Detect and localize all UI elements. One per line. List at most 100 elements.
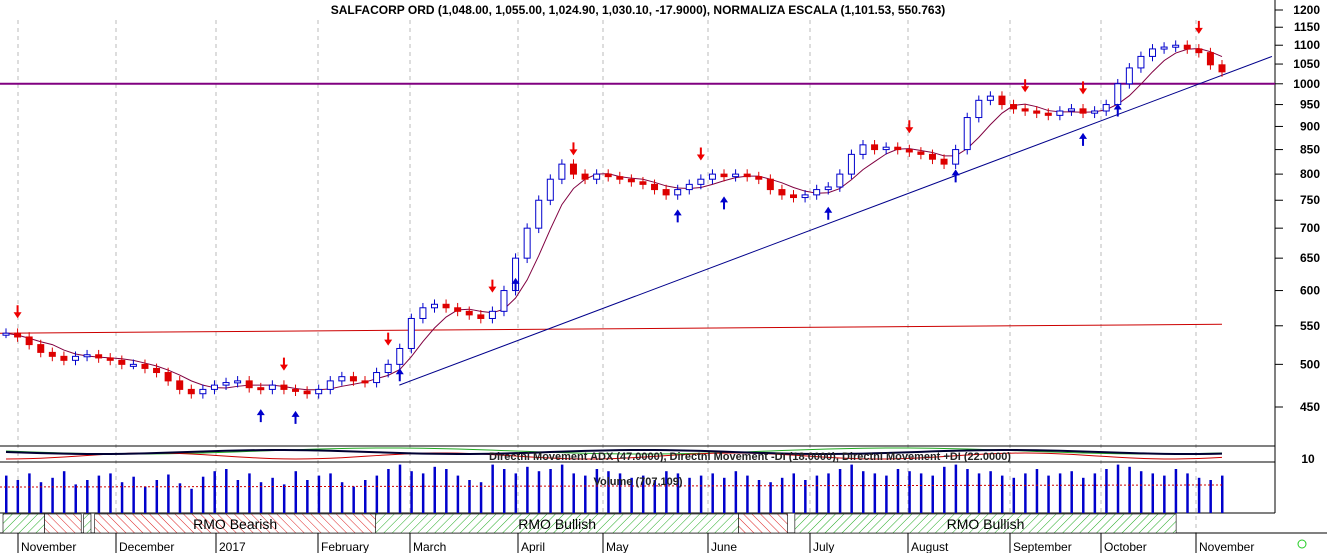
candle-body [743, 173, 751, 178]
month-label: February [321, 540, 369, 553]
candle-body [500, 290, 508, 312]
volume-bar [665, 471, 668, 513]
candle-body [1125, 67, 1133, 85]
volume-bar [5, 475, 8, 513]
candle-body [940, 158, 948, 165]
volume-bar [560, 464, 564, 513]
candle-body [593, 173, 601, 180]
candle-body [847, 153, 855, 175]
volume-bar [306, 480, 309, 513]
volume-bar [1035, 469, 1039, 513]
volume-bar [143, 486, 147, 513]
volume-bar [282, 484, 286, 513]
volume-bar [908, 471, 911, 513]
candle-body [326, 380, 334, 390]
volume-bar [966, 469, 969, 513]
volume-label: Volume (707,109) [593, 476, 682, 488]
candle-body [187, 388, 195, 395]
candle-body [419, 307, 427, 319]
candle-body [708, 173, 716, 180]
candle-body [1044, 112, 1052, 116]
candle-body [720, 173, 728, 178]
candle-body [986, 95, 994, 101]
volume-bar [1082, 477, 1085, 513]
volume-bar [421, 473, 425, 513]
candle-body [83, 354, 91, 358]
candle-body [280, 384, 288, 390]
candle-body [801, 194, 809, 199]
volume-bar [1186, 473, 1189, 513]
rmo-segment [83, 513, 92, 534]
volume-bar [364, 480, 367, 513]
candle-body [222, 382, 230, 386]
buy-arrow-icon [673, 209, 682, 223]
month-label: March [413, 540, 446, 553]
volume-bar [456, 475, 460, 513]
volume-bar [838, 469, 842, 513]
volume-bar [1197, 477, 1201, 513]
candle-body [1114, 83, 1122, 106]
candle-body [1183, 44, 1191, 50]
candle-body [1137, 55, 1145, 69]
candle-body [685, 183, 693, 191]
candle-body [1195, 48, 1203, 54]
candle-body [153, 367, 161, 374]
candle-body [651, 183, 659, 191]
y-tick-label: 950 [1300, 98, 1320, 112]
y-tick-label: 550 [1300, 319, 1320, 333]
volume-bar [653, 480, 657, 513]
volume-bar [1151, 473, 1155, 513]
y-tick-label: 650 [1300, 251, 1320, 265]
volume-bar [827, 473, 830, 513]
candle-body [928, 153, 936, 160]
volume-bar [340, 482, 344, 513]
candle-body [1010, 104, 1018, 110]
buy-arrow-icon [395, 368, 404, 382]
buy-arrow-icon [1079, 132, 1088, 146]
volume-bar [607, 471, 610, 513]
y-tick-label: 850 [1300, 143, 1320, 157]
month-label: September [1013, 540, 1072, 553]
volume-bar [723, 477, 726, 513]
volume-bar [954, 464, 958, 513]
candle-body [732, 173, 740, 178]
volume-bar [861, 471, 865, 513]
y-tick-label: 700 [1300, 221, 1320, 235]
sell-arrow-icon [1021, 79, 1030, 93]
candle-body [477, 314, 485, 319]
candle-body [1067, 108, 1075, 112]
candle-body [1091, 110, 1099, 114]
volume-bar [16, 480, 20, 513]
month-label: June [711, 540, 737, 553]
candle-body [407, 317, 415, 349]
volume-bar [757, 480, 761, 513]
candle-body [569, 163, 577, 175]
candle-body [674, 189, 682, 196]
moving-average-line [5, 48, 1223, 391]
y-tick-label: 600 [1300, 284, 1320, 298]
rmo-segment [2, 513, 45, 534]
sell-arrow-icon [279, 357, 288, 371]
volume-bar [433, 466, 436, 513]
volume-bar [1163, 475, 1166, 513]
buy-arrow-icon [1113, 103, 1122, 117]
candle-body [14, 332, 22, 338]
volume-bar [676, 473, 680, 513]
y-tick-label: 500 [1300, 357, 1320, 371]
volume-bar [109, 473, 112, 513]
buy-arrow-icon [291, 410, 300, 424]
volume-bar [86, 480, 89, 513]
sell-arrow-icon [569, 142, 578, 156]
indicator-label: Directnl Movement ADX (47.0000), Directn… [489, 451, 1011, 463]
candle-body [373, 372, 381, 384]
candle-body [60, 355, 68, 361]
candle-body [975, 99, 983, 119]
candle-body [442, 303, 450, 309]
volume-bar [236, 480, 240, 513]
volume-bar [850, 464, 853, 513]
volume-bar [1047, 475, 1050, 513]
candle-body [546, 178, 554, 201]
candle-body [824, 186, 832, 191]
